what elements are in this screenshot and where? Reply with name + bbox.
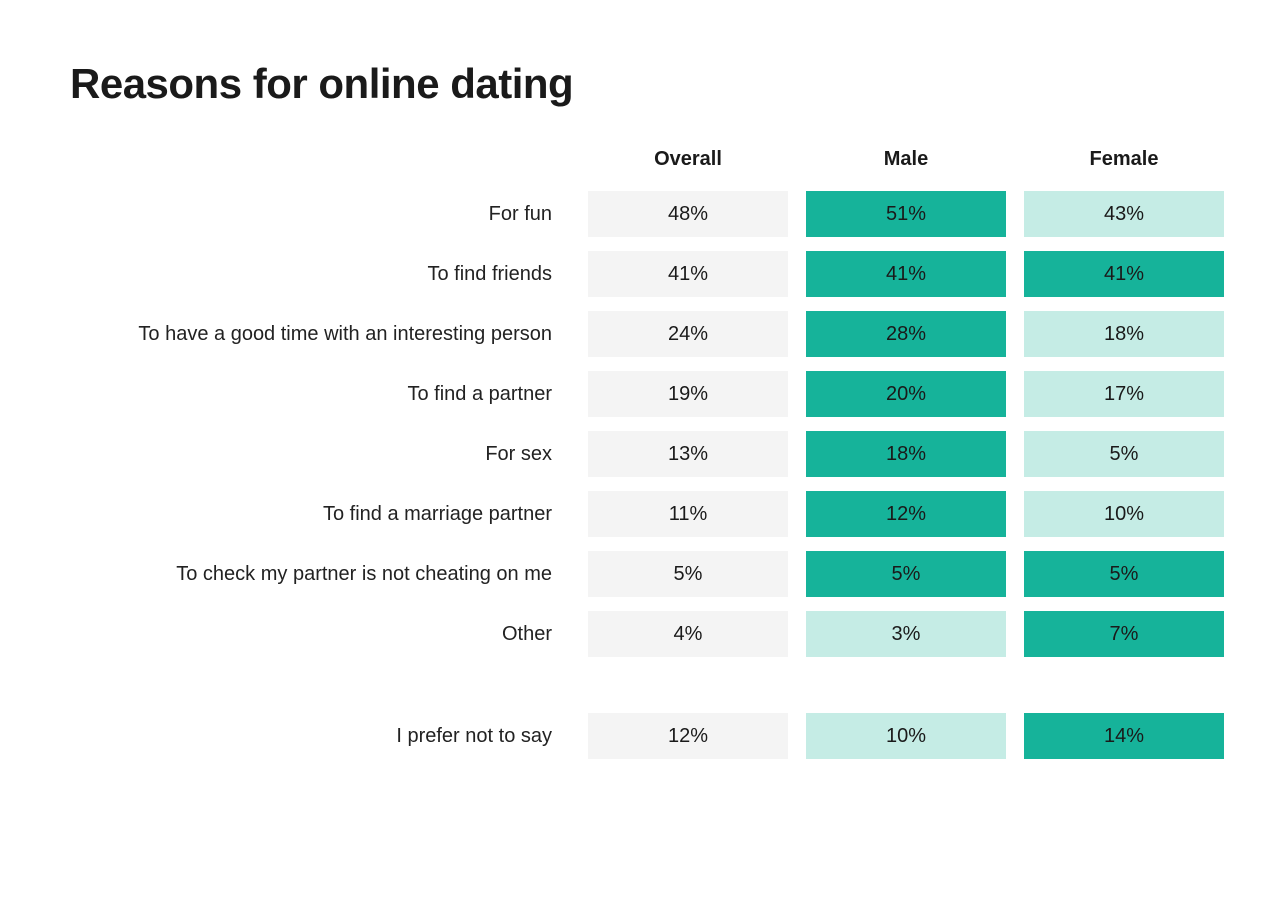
cell-male: 51% <box>806 191 1006 237</box>
row-label: To find a marriage partner <box>70 503 570 526</box>
cell-male: 12% <box>806 491 1006 537</box>
row-gap <box>588 671 788 699</box>
row-label: I prefer not to say <box>70 725 570 748</box>
cell-female: 7% <box>1024 611 1224 657</box>
cell-female: 10% <box>1024 491 1224 537</box>
row-label: For fun <box>70 203 570 226</box>
cell-female: 41% <box>1024 251 1224 297</box>
cell-female: 18% <box>1024 311 1224 357</box>
chart-grid: Overall Male Female For fun48%51%43%To f… <box>70 148 1206 759</box>
cell-overall: 41% <box>588 251 788 297</box>
cell-female: 14% <box>1024 713 1224 759</box>
row-label: To find friends <box>70 263 570 286</box>
cell-overall: 19% <box>588 371 788 417</box>
col-header-male: Male <box>806 148 1006 177</box>
cell-male: 5% <box>806 551 1006 597</box>
cell-male: 3% <box>806 611 1006 657</box>
chart-title: Reasons for online dating <box>70 60 1206 108</box>
cell-overall: 12% <box>588 713 788 759</box>
cell-overall: 13% <box>588 431 788 477</box>
row-gap <box>806 671 1006 699</box>
row-label: For sex <box>70 443 570 466</box>
cell-female: 43% <box>1024 191 1224 237</box>
cell-overall: 4% <box>588 611 788 657</box>
col-header-female: Female <box>1024 148 1224 177</box>
cell-male: 28% <box>806 311 1006 357</box>
col-header-overall: Overall <box>588 148 788 177</box>
cell-male: 41% <box>806 251 1006 297</box>
cell-female: 17% <box>1024 371 1224 417</box>
cell-male: 20% <box>806 371 1006 417</box>
row-label: To find a partner <box>70 383 570 406</box>
cell-overall: 11% <box>588 491 788 537</box>
cell-overall: 24% <box>588 311 788 357</box>
cell-male: 18% <box>806 431 1006 477</box>
row-gap <box>1024 671 1224 699</box>
cell-overall: 48% <box>588 191 788 237</box>
row-gap <box>70 671 570 699</box>
cell-female: 5% <box>1024 431 1224 477</box>
cell-female: 5% <box>1024 551 1224 597</box>
page: Reasons for online dating Overall Male F… <box>0 0 1276 924</box>
cell-male: 10% <box>806 713 1006 759</box>
row-label: To check my partner is not cheating on m… <box>70 563 570 586</box>
row-label: To have a good time with an interesting … <box>70 323 570 346</box>
cell-overall: 5% <box>588 551 788 597</box>
row-label: Other <box>70 623 570 646</box>
